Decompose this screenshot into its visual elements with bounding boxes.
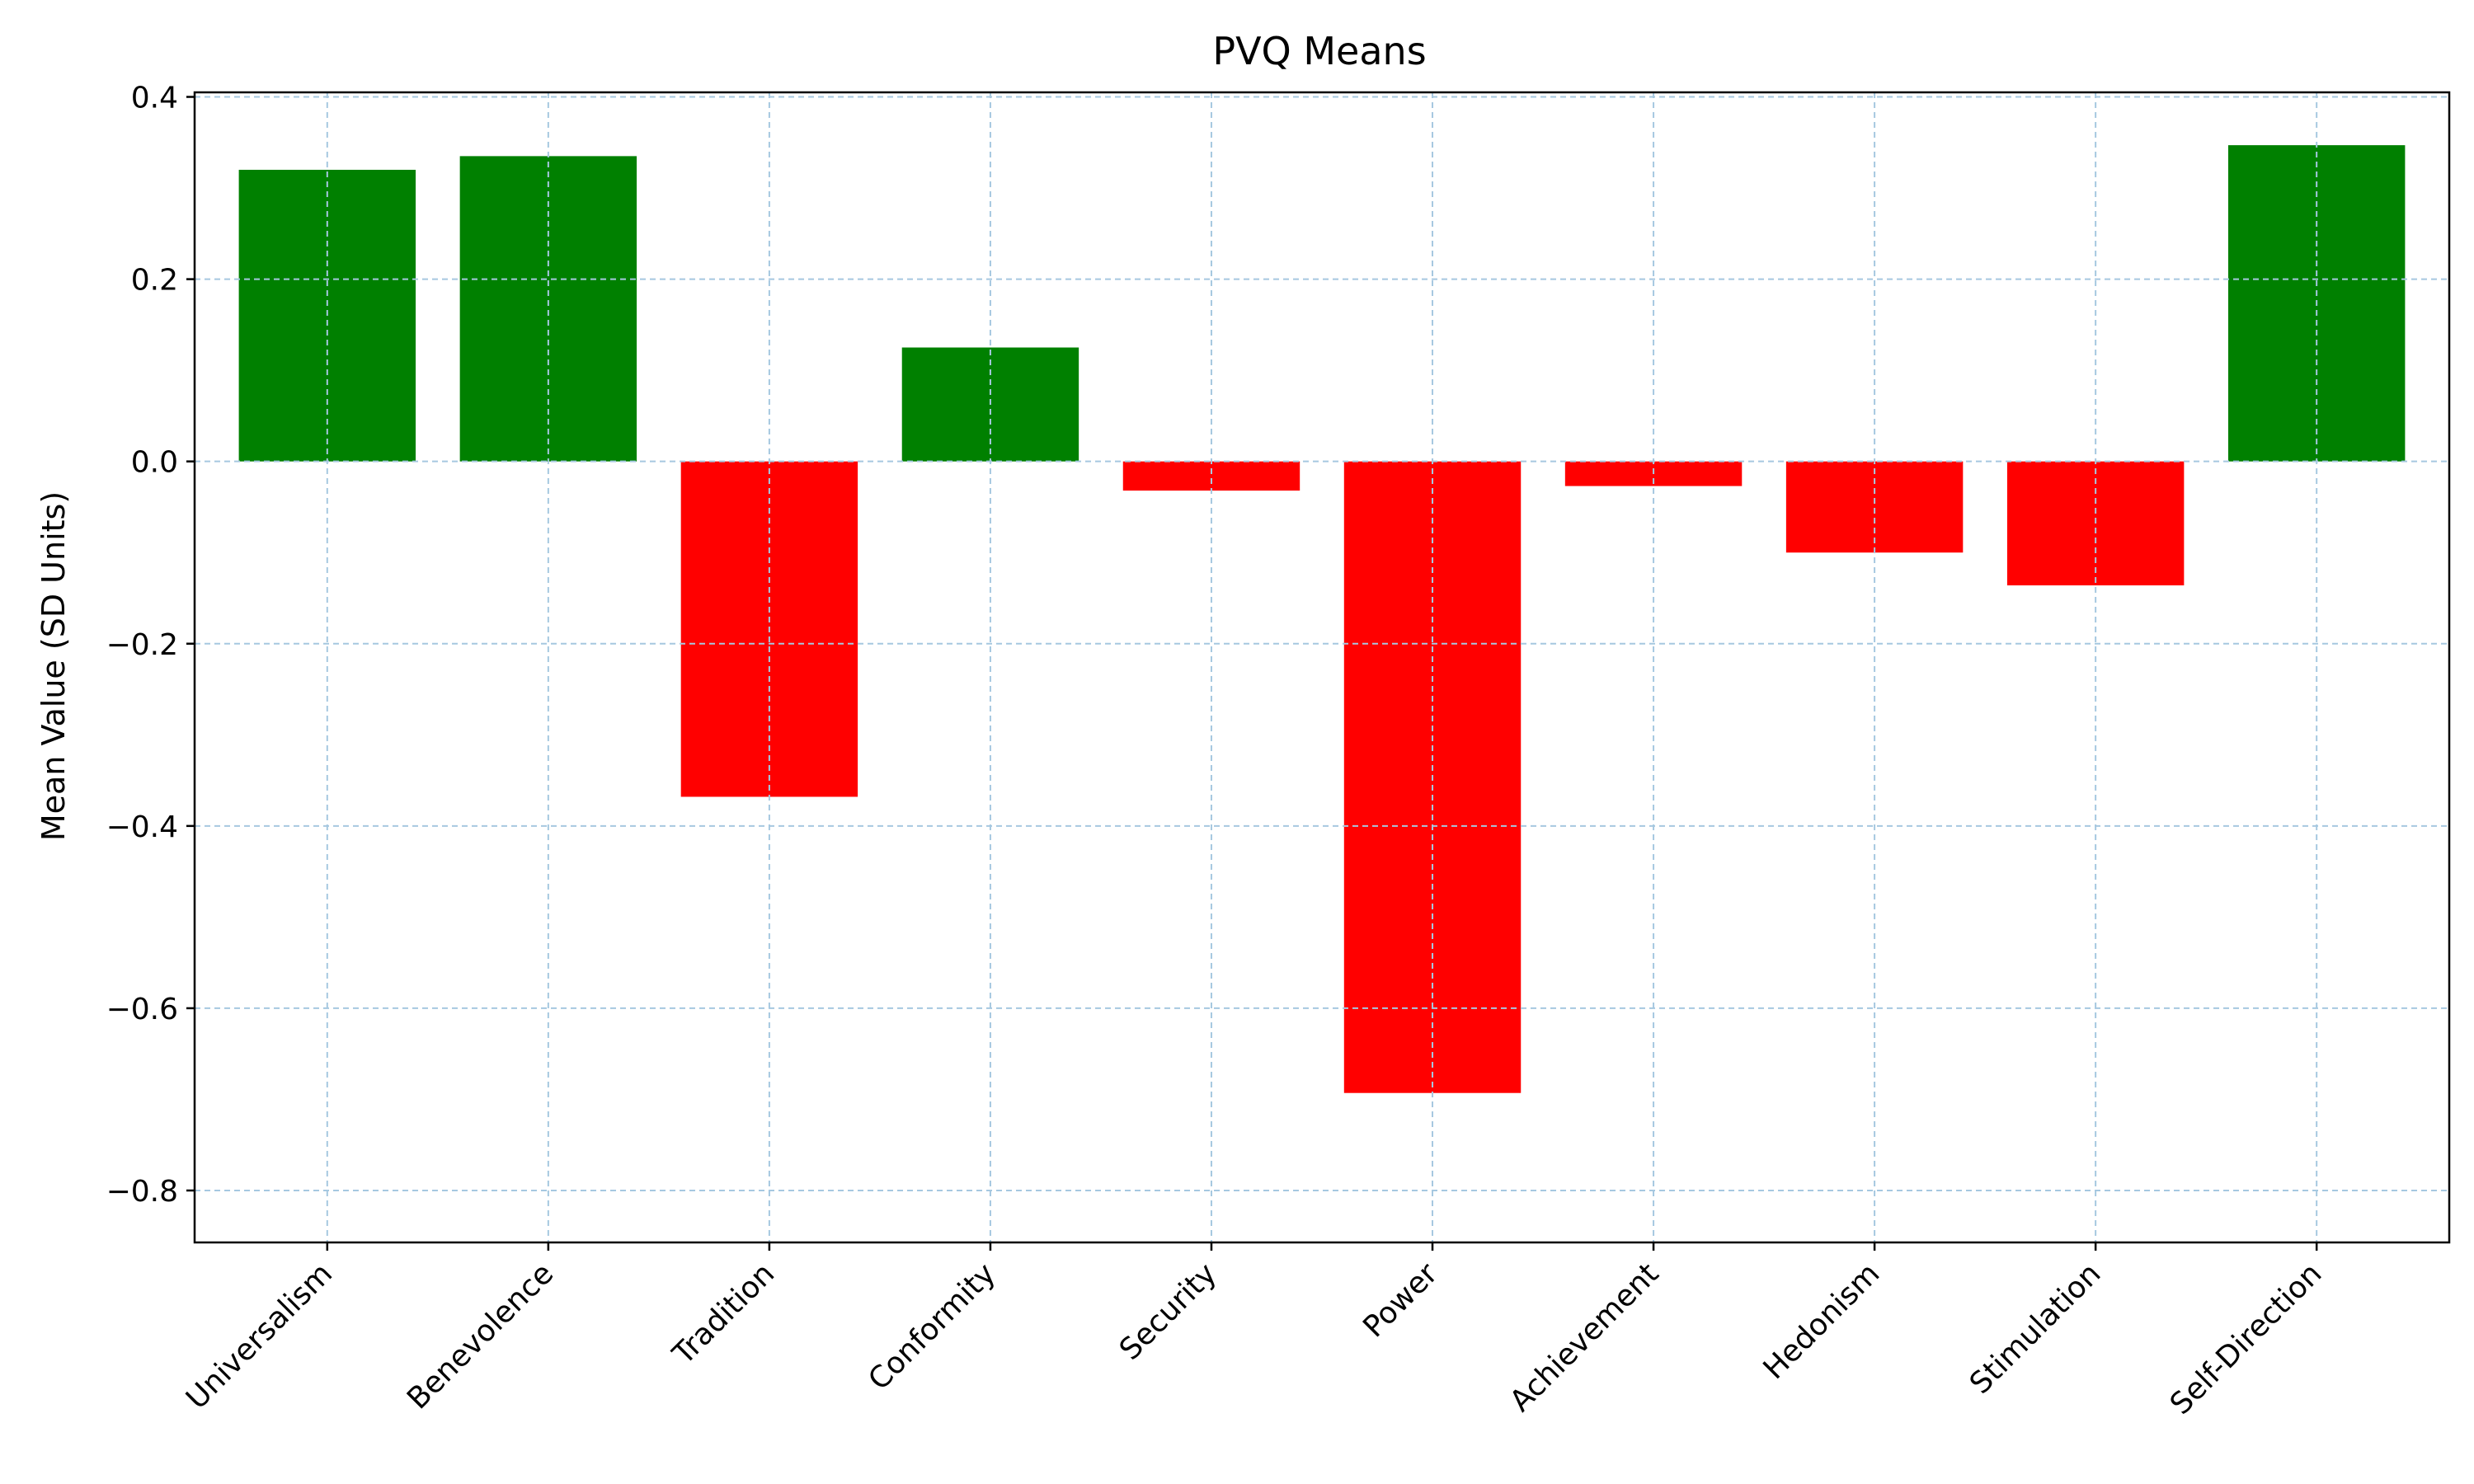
plot-frame	[193, 91, 2451, 1244]
chart-title: PVQ Means	[1212, 29, 1426, 73]
y-tick-label: −0.6	[106, 993, 178, 1026]
y-axis-label: Mean Value (SD Units)	[35, 491, 72, 841]
y-tick-label: −0.8	[106, 1175, 178, 1209]
bar-hedonism	[1785, 461, 1964, 553]
bar-security	[1122, 461, 1300, 491]
y-tick-label: 0.2	[131, 264, 178, 298]
y-tick-label: −0.4	[106, 810, 178, 844]
y-tick-label: 0.0	[131, 446, 178, 480]
grid-layer	[195, 92, 2449, 1242]
y-tick-label: −0.2	[106, 628, 178, 662]
y-tick-label: 0.4	[131, 82, 178, 115]
